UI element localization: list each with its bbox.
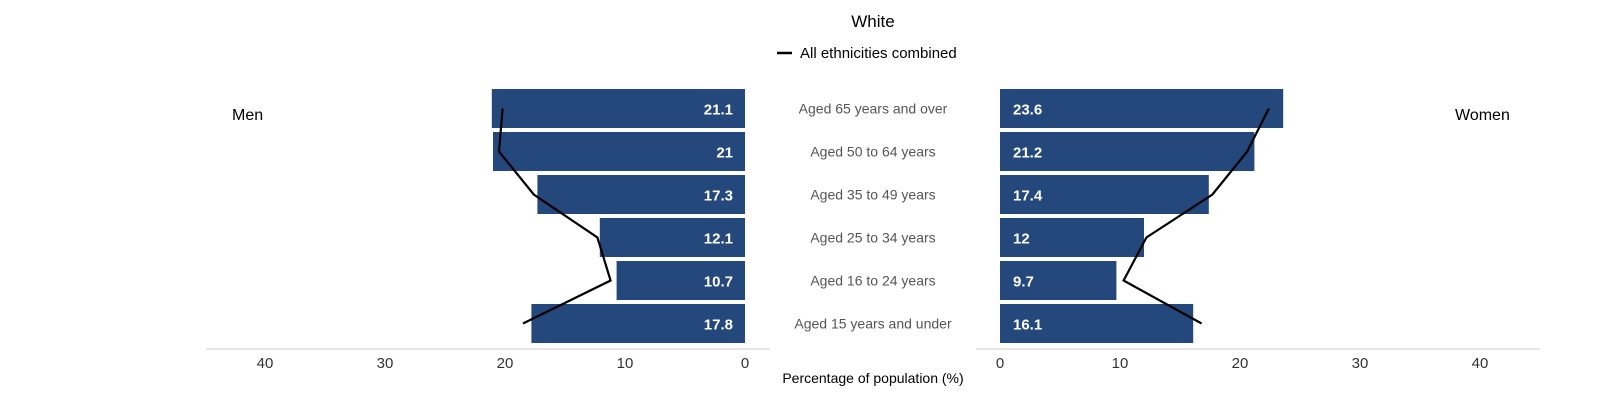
category-label: Aged 25 to 34 years xyxy=(810,230,935,246)
chart-title: White xyxy=(851,12,894,31)
women-tick-label: 20 xyxy=(1232,355,1249,372)
women-bar xyxy=(1000,132,1255,171)
women-tick-label: 30 xyxy=(1352,355,1369,372)
men-value-label: 17.8 xyxy=(704,317,733,334)
men-bar xyxy=(491,89,745,128)
men-bar xyxy=(599,218,745,257)
women-tick-label: 0 xyxy=(996,355,1004,372)
men-value-label: 21.1 xyxy=(704,102,733,119)
category-label: Aged 35 to 49 years xyxy=(810,187,935,203)
men-value-label: 12.1 xyxy=(704,231,733,248)
women-bar xyxy=(1000,218,1144,257)
men-bar xyxy=(537,175,745,214)
men-value-label: 17.3 xyxy=(704,188,733,205)
women-value-label: 16.1 xyxy=(1013,317,1042,334)
women-bar xyxy=(1000,89,1284,128)
women-tick-label: 10 xyxy=(1112,355,1129,372)
men-tick-label: 40 xyxy=(257,355,274,372)
legend-label: All ethnicities combined xyxy=(800,45,957,62)
men-overlay-line xyxy=(497,108,612,325)
women-value-label: 9.7 xyxy=(1013,274,1034,291)
men-tick-label: 0 xyxy=(741,355,749,372)
category-label: Aged 16 to 24 years xyxy=(810,273,935,289)
women-value-label: 17.4 xyxy=(1013,188,1043,205)
women-bar xyxy=(1000,175,1209,214)
men-tick-label: 10 xyxy=(617,355,634,372)
men-tick-label: 20 xyxy=(497,355,514,372)
men-bar xyxy=(493,132,745,171)
women-tick-label: 40 xyxy=(1472,355,1489,372)
category-label: Aged 15 years and under xyxy=(794,316,952,332)
women-label: Women xyxy=(1455,107,1510,124)
women-value-label: 12 xyxy=(1013,231,1030,248)
women-bar xyxy=(1000,304,1194,343)
category-label: Aged 65 years and over xyxy=(799,101,948,117)
women-value-label: 23.6 xyxy=(1013,102,1042,119)
men-bar xyxy=(616,261,745,300)
x-axis-label: Percentage of population (%) xyxy=(782,370,963,386)
women-value-label: 21.2 xyxy=(1013,145,1042,162)
men-value-label: 10.7 xyxy=(704,274,733,291)
women-bar xyxy=(1000,261,1117,300)
category-label: Aged 50 to 64 years xyxy=(810,144,935,160)
men-bar xyxy=(531,304,745,343)
men-tick-label: 30 xyxy=(377,355,394,372)
men-label: Men xyxy=(232,107,263,124)
women-overlay-line xyxy=(1122,108,1270,325)
men-value-label: 21 xyxy=(716,145,733,162)
